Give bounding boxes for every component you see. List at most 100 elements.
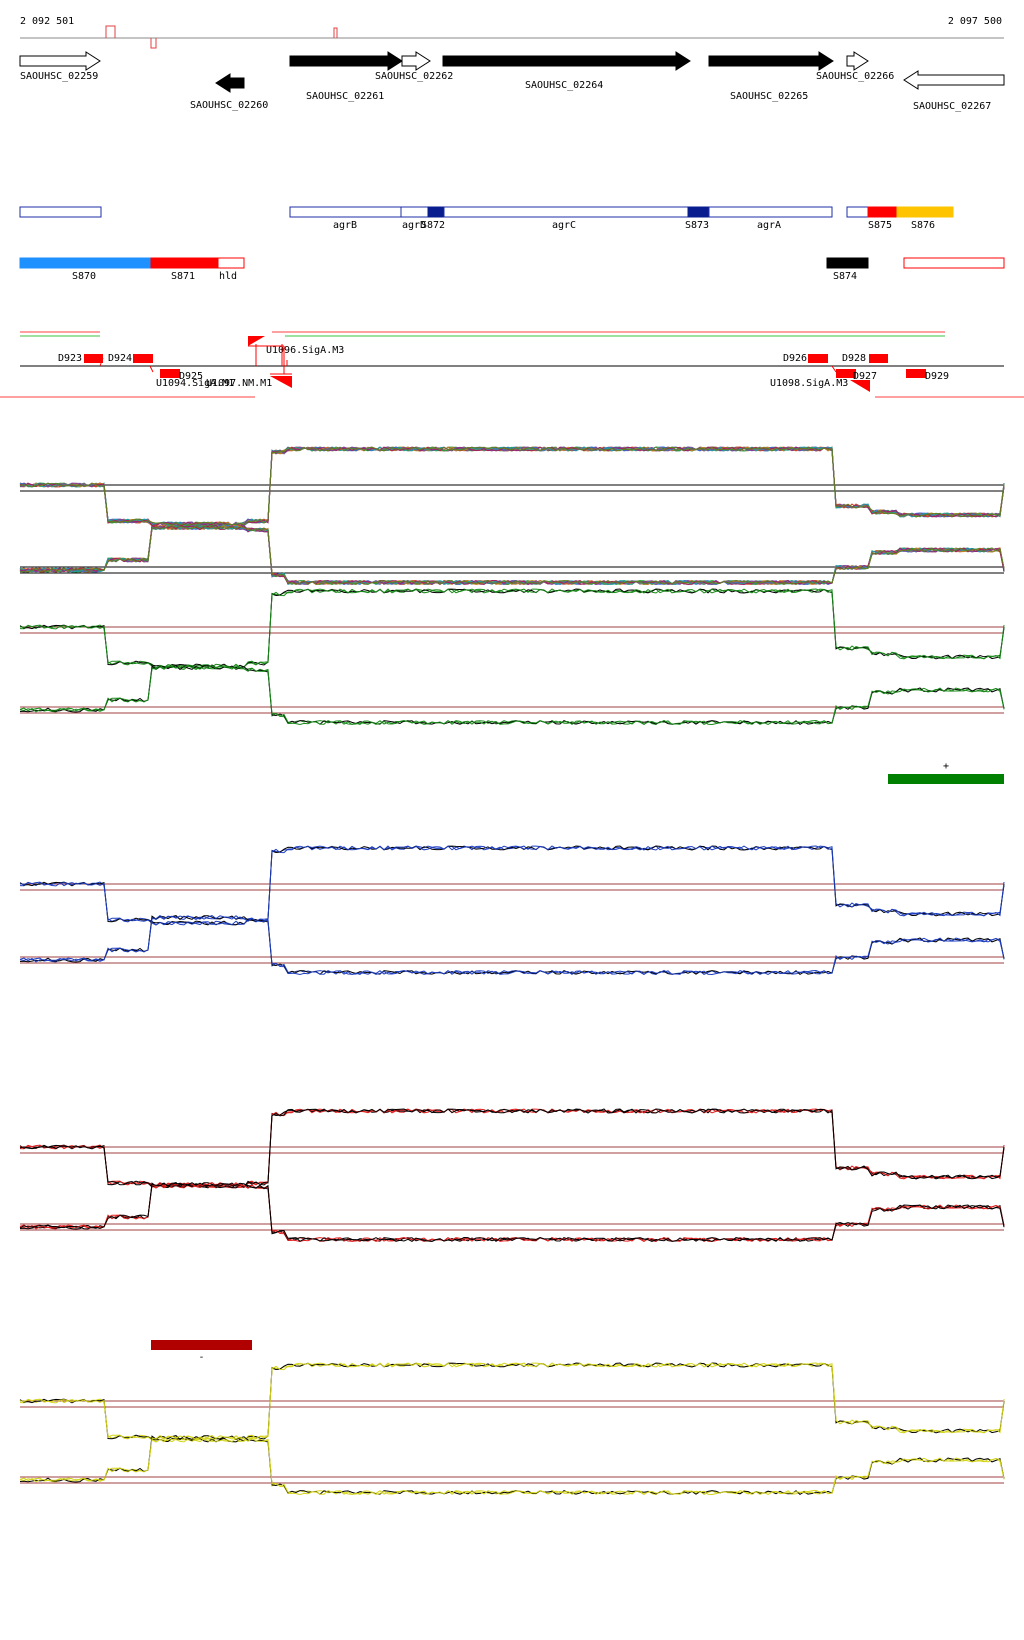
expression-profile — [19, 446, 1005, 527]
condition-strand-label: + — [943, 761, 949, 772]
gene-arrow[interactable] — [401, 51, 431, 71]
expression-profile — [20, 525, 1005, 586]
expression-profile — [19, 588, 1005, 669]
expression-profile — [19, 524, 1005, 586]
expression-profile — [19, 915, 1005, 976]
expression-profile — [19, 446, 1005, 527]
gene-arrow[interactable] — [708, 51, 834, 71]
expression-profile — [19, 446, 1005, 527]
expression-profile — [19, 915, 1005, 976]
expression-profile — [19, 446, 1005, 527]
expression-profile — [19, 446, 1005, 527]
transcript-box[interactable] — [217, 257, 245, 269]
expression-profile — [19, 525, 1005, 586]
expression-profile — [19, 1362, 1005, 1443]
expression-profile — [19, 1108, 1005, 1189]
feature-label: U1096.SigA.M3 — [266, 345, 344, 356]
expression-profile — [19, 525, 1005, 586]
transcript-box[interactable] — [19, 257, 152, 269]
expression-profile — [19, 1435, 1005, 1496]
transcript-box[interactable] — [896, 206, 954, 218]
gene-arrow[interactable] — [846, 51, 869, 71]
ruler-mark — [333, 27, 338, 38]
transcript-label: hld — [219, 271, 237, 282]
promoter-mark[interactable] — [270, 376, 292, 388]
gene-arrow[interactable] — [442, 51, 691, 71]
transcript-label: S870 — [72, 271, 96, 282]
promoter-mark[interactable] — [248, 336, 265, 346]
expression-profile — [19, 446, 1005, 527]
transcript-box[interactable] — [289, 206, 402, 218]
transcript-box[interactable] — [826, 257, 869, 269]
expression-profile — [19, 1362, 1005, 1443]
gene-label: SAOUHSC_02267 — [913, 101, 991, 112]
transcript-box[interactable] — [400, 206, 429, 218]
gene-arrow[interactable] — [215, 73, 245, 93]
feature-box[interactable] — [133, 354, 153, 363]
feature-label: D926 — [783, 353, 807, 364]
feature-box[interactable] — [906, 369, 926, 378]
expression-profile — [19, 524, 1005, 586]
feature-box[interactable] — [84, 354, 103, 363]
expression-profile — [19, 588, 1005, 669]
feature-label: D925 — [179, 371, 203, 382]
transcript-box[interactable] — [867, 206, 898, 218]
expression-profile — [19, 525, 1005, 586]
feature-connector — [99, 357, 104, 367]
feature-label: D929 — [925, 371, 949, 382]
expression-profile — [19, 445, 1005, 527]
transcript-label: S876 — [911, 220, 935, 231]
feature-label: D927 — [853, 371, 877, 382]
ruler-mark — [105, 25, 116, 38]
expression-profile — [19, 446, 1005, 527]
transcript-label: agrB — [333, 220, 357, 231]
ruler-end-label: 2 097 500 — [948, 16, 1002, 27]
expression-profile — [19, 1182, 1005, 1243]
feature-label: U1098.SigA.M3 — [770, 378, 848, 389]
gene-track: SAOUHSC_02259 SAOUHSC_02260 SAOUHSC_02261 S… — [19, 51, 1005, 112]
feature-box[interactable] — [836, 369, 856, 378]
feature-track: D923 D924D925U1096.SigA.M3U1094.SigA.M1U1… — [0, 331, 1024, 398]
feature-box[interactable] — [869, 354, 888, 363]
gene-label: SAOUHSC_02264 — [525, 80, 603, 91]
expression-profile — [19, 525, 1005, 586]
expression-profile — [19, 664, 1005, 726]
transcript-box[interactable] — [708, 206, 833, 218]
transcript-minus-track: S870 S871 hld S874 — [19, 257, 1005, 282]
transcript-box[interactable] — [903, 257, 1005, 269]
transcript-label: agrA — [757, 220, 781, 231]
expression-profile — [19, 525, 1005, 585]
expression-profile — [19, 446, 1005, 527]
expression-profile — [19, 524, 1005, 586]
expression-profile — [19, 1108, 1005, 1189]
expression-profile — [19, 1182, 1005, 1243]
gene-label: SAOUHSC_02261 — [306, 91, 384, 102]
transcript-box[interactable] — [443, 206, 689, 218]
transcript-label: agrD — [402, 220, 426, 231]
feature-box[interactable] — [808, 354, 828, 363]
ruler-mark — [150, 38, 157, 49]
expression-profile — [19, 524, 1005, 586]
expression-profile — [19, 446, 1005, 527]
transcript-label: agrC — [552, 220, 576, 231]
transcript-label: S874 — [833, 271, 857, 282]
expression-profile — [19, 1362, 1005, 1443]
expression-profile — [19, 446, 1005, 527]
expression-profile — [19, 446, 1005, 527]
transcript-box[interactable] — [687, 206, 710, 218]
promoter-mark[interactable] — [850, 380, 870, 392]
transcript-box[interactable] — [150, 257, 219, 269]
expression-profile — [19, 525, 1005, 586]
transcript-box[interactable] — [19, 206, 102, 218]
transcript-box[interactable] — [846, 206, 869, 218]
expression-profile — [19, 524, 1005, 586]
gene-arrow[interactable] — [19, 51, 101, 71]
feature-label: U1097.NM.M1 — [206, 378, 272, 389]
gene-label: SAOUHSC_02265 — [730, 91, 808, 102]
expression-profile — [19, 446, 1005, 527]
transcript-box[interactable] — [427, 206, 445, 218]
feature-box[interactable] — [160, 369, 180, 378]
gene-arrow[interactable] — [903, 70, 1005, 90]
gene-arrow[interactable] — [289, 51, 403, 71]
